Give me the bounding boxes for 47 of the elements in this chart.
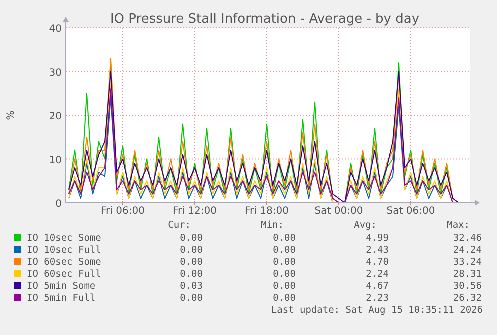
legend-label: IO 10sec Full	[27, 245, 102, 256]
text: 4.99	[366, 233, 390, 244]
x-tick-label: Sat 06:00	[386, 206, 436, 217]
x-tick-label: Sat 00:00	[314, 206, 364, 217]
text: 24.24	[453, 245, 482, 256]
text: Cur:	[168, 220, 191, 231]
text: Last update: Sat Aug 15 10:35:11 2026	[271, 305, 484, 316]
x-tick-label: Fri 06:00	[101, 206, 145, 217]
y-tick-label: 20	[49, 112, 62, 122]
text: 30.56	[453, 281, 482, 292]
text: 0.03	[180, 281, 203, 292]
text: 4.70	[366, 257, 390, 268]
text: 26.32	[453, 293, 482, 304]
text: 2.24	[366, 269, 390, 280]
text: 0.00	[273, 281, 296, 292]
text: 0.00	[273, 257, 296, 268]
text: 0.00	[273, 233, 296, 244]
text: Min:	[261, 220, 284, 231]
legend-label: IO 60sec Some	[27, 257, 102, 268]
legend-label: IO 5min Some	[27, 281, 96, 292]
text: 28.31	[453, 269, 482, 280]
text: 0.00	[180, 269, 204, 280]
text: 4.67	[366, 281, 389, 292]
legend-label: IO 5min Full	[27, 293, 96, 304]
chart-title: IO Pressure Stall Information - Average - by day	[110, 12, 420, 27]
text: 0.00	[180, 245, 204, 256]
text: 33.24	[453, 257, 482, 268]
text: 0.00	[273, 293, 296, 304]
y-tick-label: 0	[56, 199, 62, 210]
legend-label: IO 10sec Some	[27, 233, 102, 244]
text: 0.00	[273, 245, 296, 256]
text: 0.00	[273, 269, 296, 280]
y-axis-title: %	[6, 110, 17, 120]
text: Avg:	[354, 220, 377, 231]
legend-label: IO 60sec Full	[27, 269, 102, 280]
x-tick-label: Fri 18:00	[245, 206, 289, 217]
text: 0.00	[180, 233, 204, 244]
text: Max:	[447, 220, 470, 231]
y-tick-label: 40	[49, 24, 62, 35]
text: 0.00	[180, 293, 204, 304]
text: 32.46	[453, 233, 482, 244]
text: 2.43	[366, 245, 389, 256]
y-tick-label: 10	[49, 155, 62, 166]
x-tick-label: Fri 12:00	[173, 206, 217, 217]
text: 2.23	[366, 293, 389, 304]
text: 0.00	[180, 257, 204, 268]
y-tick-label: 30	[49, 68, 62, 79]
